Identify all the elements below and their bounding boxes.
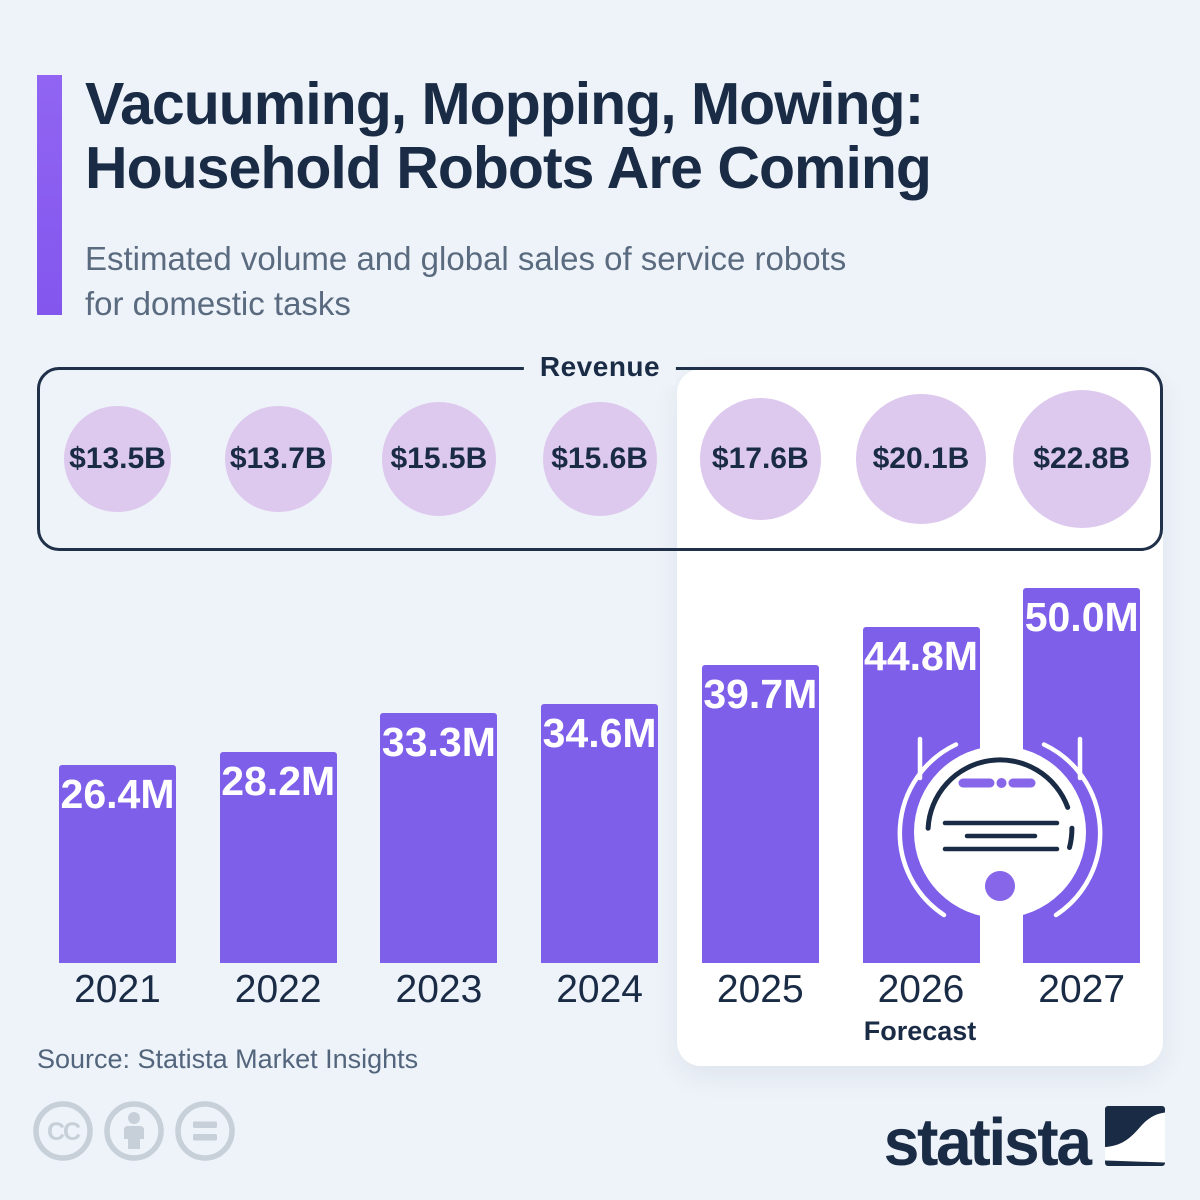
volume-bar-2024: 34.6M	[541, 703, 659, 963]
bar-value-label: 33.3M	[381, 719, 496, 766]
revenue-value: $15.6B	[551, 441, 648, 475]
revenue-bubble-2027: $22.8B	[1012, 390, 1151, 528]
revenue-bubble-2026: $20.1B	[856, 394, 986, 524]
svg-text:CC: CC	[47, 1118, 81, 1146]
revenue-value: $20.1B	[872, 441, 970, 475]
volume-bar-2021: 26.4M	[59, 765, 176, 963]
revenue-bubble-2023: $15.5B	[382, 402, 496, 516]
forecast-label: Forecast	[863, 1016, 977, 1046]
x-axis-label-2026: 2026	[877, 968, 965, 1011]
revenue-value: $22.8B	[1033, 441, 1131, 475]
revenue-bubble-2022: $13.7B	[224, 405, 332, 513]
cc-icon: CC	[33, 1101, 93, 1161]
title-accent-bar	[37, 75, 62, 315]
bar-value-label: 50.0M	[1024, 594, 1139, 640]
x-axis-label-2022: 2022	[234, 968, 322, 1011]
source-text: Source: Statista Market Insights	[37, 1044, 419, 1074]
page-title: Vacuuming, Mopping, Mowing: Household Ro…	[85, 71, 932, 201]
revenue-value: $15.5B	[390, 441, 488, 475]
revenue-value: $13.7B	[229, 441, 327, 475]
x-axis-label-2021: 2021	[74, 968, 161, 1011]
x-axis-label-2024: 2024	[556, 968, 643, 1011]
page-subtitle: Estimated volume and global sales of ser…	[85, 236, 846, 326]
x-axis-label-2027: 2027	[1038, 968, 1126, 1011]
subtitle-line-1: Estimated volume and global sales of ser…	[85, 240, 847, 277]
title-line-1: Vacuuming, Mopping, Mowing:	[85, 71, 924, 137]
creative-commons-license-icons[interactable]: CC	[30, 1098, 245, 1168]
x-axis-label-2023: 2023	[395, 968, 483, 1011]
no-derivatives-equals-icon	[175, 1101, 235, 1161]
revenue-value: $17.6B	[711, 441, 809, 475]
revenue-bubble-2021: $13.5B	[64, 405, 171, 513]
x-axis-label-2025: 2025	[716, 968, 804, 1011]
statista-logo-mark[interactable]	[1105, 1106, 1165, 1166]
revenue-bubble-2024: $15.6B	[542, 401, 657, 517]
volume-bar-2025: 39.7M	[701, 665, 819, 963]
bar-value-label: 26.4M	[60, 771, 175, 817]
volume-bar-2022: 28.2M	[219, 751, 337, 963]
revenue-strip-label: Revenue	[523, 349, 677, 385]
robot-vacuum-icon	[897, 736, 1103, 918]
title-line-2: Household Robots Are Coming	[85, 135, 932, 201]
bar-value-label: 28.2M	[221, 757, 336, 804]
bar-value-label: 34.6M	[542, 709, 657, 756]
bar-value-label: 39.7M	[703, 671, 818, 718]
revenue-bubble-2025: $17.6B	[699, 398, 821, 520]
attribution-person-icon	[104, 1101, 164, 1161]
bar-value-label: 44.8M	[864, 633, 978, 679]
subtitle-line-2: for domestic tasks	[85, 285, 351, 322]
revenue-value: $13.5B	[69, 441, 166, 475]
volume-bar-2023: 33.3M	[380, 713, 498, 963]
statista-logo-text[interactable]: statista	[883, 1105, 1092, 1180]
